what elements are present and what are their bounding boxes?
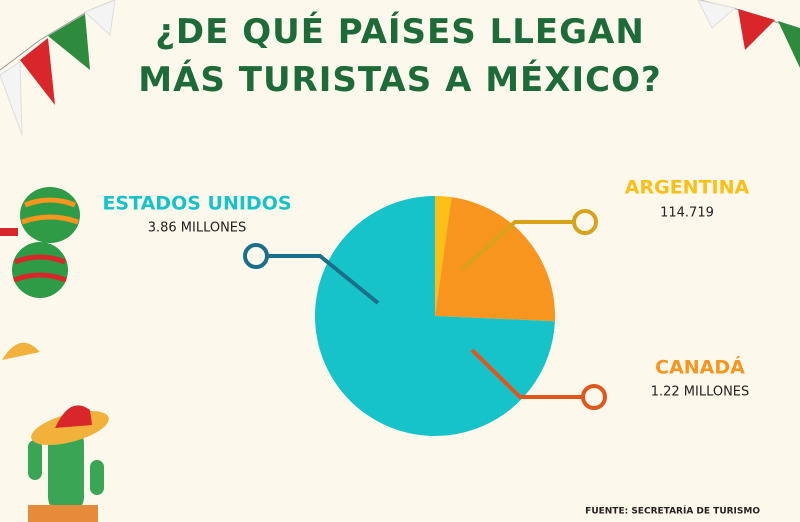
leader-lines [243, 209, 607, 410]
value-label: 3.86 MILLONES [148, 221, 247, 236]
cactus [28, 405, 109, 522]
pie-slice [435, 197, 555, 322]
bunting-right [697, 0, 800, 68]
slice-label: ARGENTINA [625, 177, 750, 199]
value-label: 1.22 MILLONES [651, 385, 750, 400]
slice-label: ESTADOS UNIDOS [102, 193, 291, 215]
value-label: 114.719 [660, 206, 714, 221]
pie-slice [435, 196, 452, 316]
maracas [0, 187, 80, 298]
bunting-left [0, 0, 116, 136]
source: FUENTE: SECRETARÍA DE TURISMO [585, 505, 760, 517]
slice-label: CANADÁ [655, 356, 745, 379]
taco [2, 342, 40, 360]
chart-title: ¿DE QUÉ PAÍSES LLEGAN MÁS TURISTAS A MÉX… [138, 12, 662, 100]
pie-slice [315, 196, 555, 436]
pie [315, 196, 555, 436]
